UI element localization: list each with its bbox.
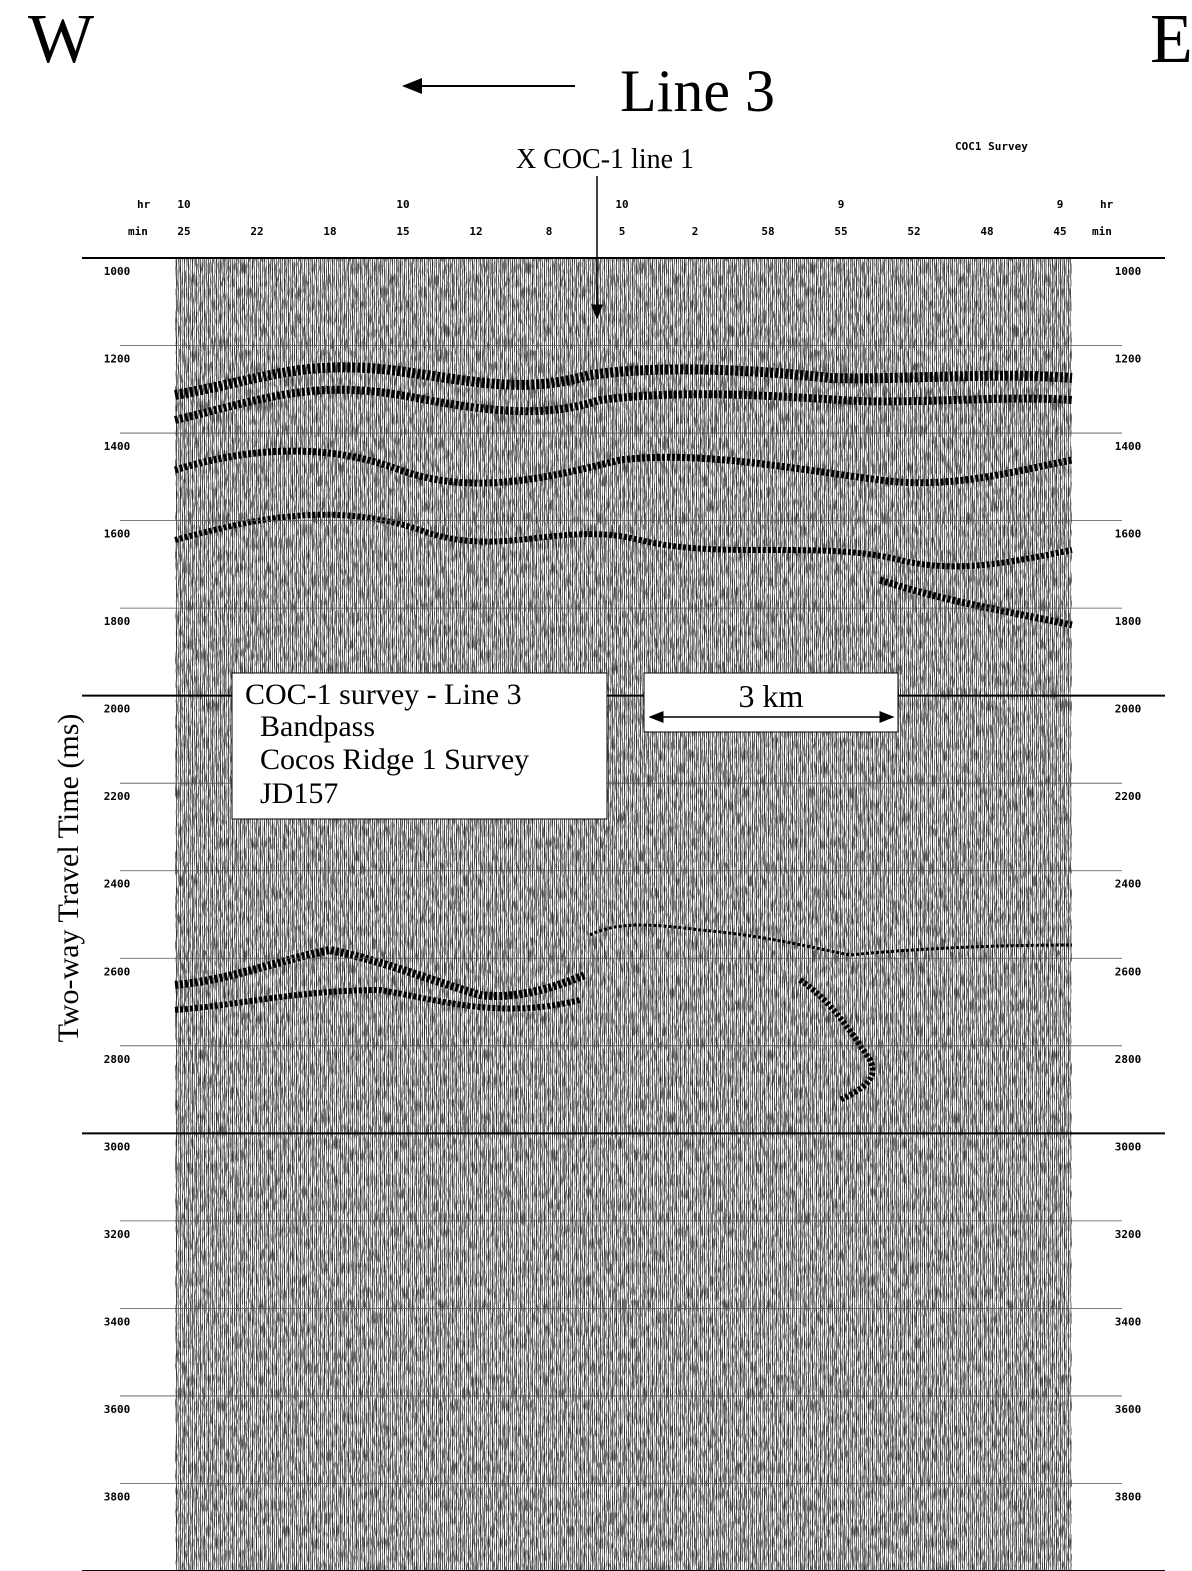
- minute-label: 15: [396, 225, 409, 238]
- hour-label: 10: [396, 198, 409, 211]
- y-tick-label: 1000: [104, 265, 131, 278]
- y-tick-label: 2600: [104, 965, 131, 978]
- y-tick-label: 1600: [1115, 528, 1142, 541]
- hour-unit: hr: [1100, 198, 1114, 211]
- minute-label: 2: [692, 225, 699, 238]
- info-line: COC-1 survey - Line 3: [245, 678, 522, 711]
- y-tick-label: 3600: [1115, 1403, 1142, 1416]
- y-tick-label: 1800: [104, 615, 131, 628]
- y-tick-label: 2600: [1115, 965, 1142, 978]
- y-tick-label: 3400: [1115, 1315, 1142, 1328]
- info-line: Bandpass: [260, 710, 375, 743]
- info-box: [231, 672, 608, 820]
- crossing-label: X COC-1 line 1: [516, 144, 694, 175]
- y-tick-label: 3800: [1115, 1490, 1142, 1503]
- y-tick-label: 1800: [1115, 615, 1142, 628]
- minute-label: 45: [1053, 225, 1066, 238]
- y-tick-label: 2000: [1115, 703, 1142, 716]
- y-tick-label: 2000: [104, 703, 131, 716]
- y-tick-label: 3800: [104, 1490, 131, 1503]
- hour-unit: hr: [137, 198, 151, 211]
- y-tick-label: 3200: [1115, 1228, 1142, 1241]
- y-tick-label: 1000: [1115, 265, 1142, 278]
- minute-unit: min: [128, 225, 148, 238]
- info-line: JD157: [260, 777, 338, 810]
- minute-label: 22: [250, 225, 263, 238]
- y-tick-label: 2800: [1115, 1053, 1142, 1066]
- y-tick-label: 1200: [1115, 353, 1142, 366]
- scale-label: 3 km: [739, 678, 804, 714]
- minute-label: 25: [177, 225, 190, 238]
- y-tick-label: 3200: [104, 1228, 131, 1241]
- chart-title: Line 3: [620, 58, 775, 124]
- hour-label: 10: [615, 198, 628, 211]
- minute-label: 55: [834, 225, 847, 238]
- y-tick-label: 2200: [1115, 790, 1142, 803]
- hour-label: 10: [177, 198, 190, 211]
- minute-label: 58: [761, 225, 774, 238]
- y-tick-label: 2400: [104, 878, 131, 891]
- minute-label: 48: [980, 225, 993, 238]
- y-tick-label: 3000: [1115, 1140, 1142, 1153]
- y-tick-label: 1200: [104, 353, 131, 366]
- y-tick-label: 3000: [104, 1140, 131, 1153]
- y-axis-label: Two-way Travel Time (ms): [52, 714, 85, 1043]
- y-tick-label: 3400: [104, 1315, 131, 1328]
- y-tick-label: 2400: [1115, 878, 1142, 891]
- west-label: W: [28, 1, 94, 78]
- y-tick-label: 2800: [104, 1053, 131, 1066]
- minute-label: 52: [907, 225, 920, 238]
- y-tick-label: 2200: [104, 790, 131, 803]
- y-tick-label: 1400: [1115, 440, 1142, 453]
- y-tick-label: 1600: [104, 528, 131, 541]
- y-tick-label: 1400: [104, 440, 131, 453]
- minute-label: 18: [323, 225, 336, 238]
- info-line: Cocos Ridge 1 Survey: [260, 743, 529, 776]
- minute-label: 5: [619, 225, 626, 238]
- survey-label: COC1 Survey: [955, 140, 1028, 153]
- y-tick-label: 3600: [104, 1403, 131, 1416]
- seismic-section: [173, 258, 1073, 1571]
- minute-label: 8: [546, 225, 553, 238]
- hour-label: 9: [1057, 198, 1064, 211]
- east-label: E: [1150, 1, 1192, 78]
- hour-label: 9: [838, 198, 845, 211]
- minute-unit: min: [1092, 225, 1112, 238]
- minute-label: 12: [469, 225, 482, 238]
